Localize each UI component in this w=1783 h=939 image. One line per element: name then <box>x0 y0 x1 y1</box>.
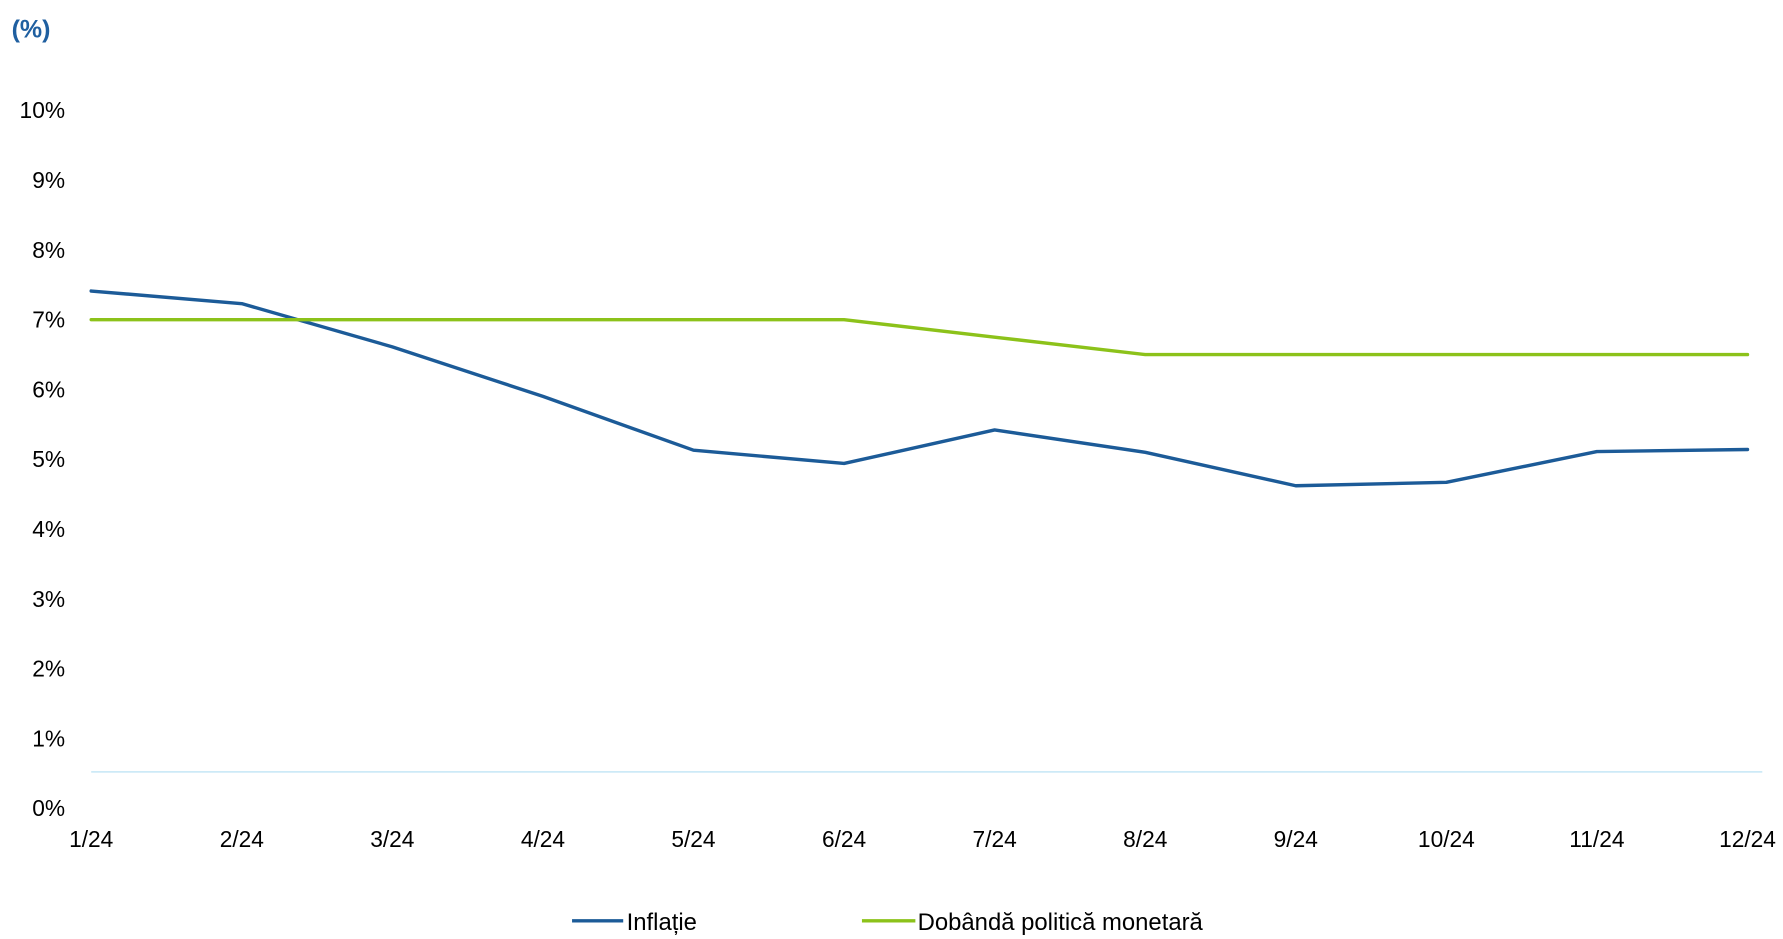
x-tick-label: 2/24 <box>220 826 264 852</box>
x-tick-label: 6/24 <box>822 826 866 852</box>
series-line-dobanda-politica-monetara <box>89 317 1750 357</box>
y-tick-label: 1% <box>32 725 65 751</box>
y-tick-label: 7% <box>32 307 65 333</box>
x-tick-label: 1/24 <box>69 826 113 852</box>
legend-item-inflatie: Inflație <box>572 909 697 936</box>
y-tick-label: 2% <box>32 656 65 682</box>
x-tick-label: 12/24 <box>1719 826 1776 852</box>
x-tick-label: 9/24 <box>1274 826 1318 852</box>
legend-label-inflatie: Inflație <box>627 909 697 936</box>
x-tick-label: 7/24 <box>972 826 1016 852</box>
x-tick-label: 4/24 <box>521 826 565 852</box>
y-tick-label: 6% <box>32 376 65 402</box>
y-tick-label: 9% <box>32 167 65 193</box>
x-tick-label: 11/24 <box>1569 826 1624 852</box>
x-tick-label: 10/24 <box>1418 826 1475 852</box>
series-lines <box>89 289 1750 488</box>
x-axis-tick-labels: 1/24 2/24 3/24 4/24 5/24 6/24 7/24 8/24 9/24 10/2… <box>69 826 1776 852</box>
y-axis-tick-labels: 0% 1% 2% 3% 4% 5% 6% 7% 8% 9% 10% <box>20 97 65 821</box>
series-line-inflatie <box>89 289 1750 488</box>
y-axis-unit-label: (%) <box>12 16 51 44</box>
y-tick-label: 8% <box>32 237 65 263</box>
y-tick-label: 10% <box>20 97 65 123</box>
x-tick-label: 3/24 <box>370 826 414 852</box>
y-tick-label: 3% <box>32 586 65 612</box>
legend: Inflație Dobândă politică monetară <box>572 909 1204 936</box>
legend-label-dobanda-politica-monetara: Dobândă politică monetară <box>918 909 1204 936</box>
y-tick-label: 5% <box>32 446 65 472</box>
x-tick-label: 8/24 <box>1123 826 1167 852</box>
y-tick-label: 0% <box>32 795 65 821</box>
y-tick-label: 4% <box>32 516 65 542</box>
x-tick-label: 5/24 <box>671 826 715 852</box>
legend-item-dobanda: Dobândă politică monetară <box>861 909 1204 936</box>
